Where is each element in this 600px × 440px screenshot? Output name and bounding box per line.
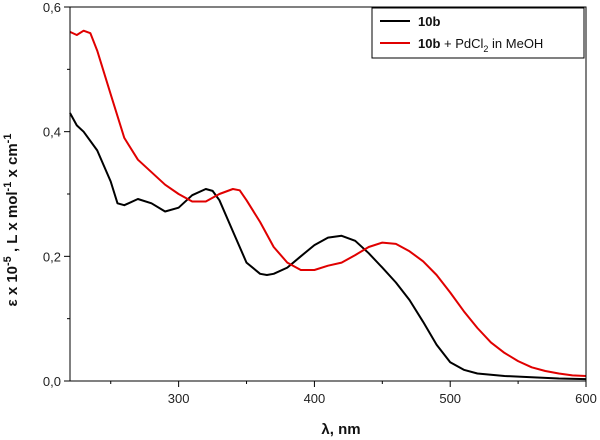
plot-frame xyxy=(69,6,587,382)
y-tick-label: 0,2 xyxy=(43,249,61,264)
legend: 10b 10b + PdCl2 in MeOH xyxy=(371,7,585,59)
legend-box xyxy=(371,7,585,59)
y-axis-title: ε x 10-5 , L x mol-1 x cm-1 xyxy=(2,134,21,307)
legend-label-10b-pdcl2: 10b + PdCl2 in MeOH xyxy=(418,36,543,54)
x-tick-label: 500 xyxy=(439,391,461,406)
series-line-10b xyxy=(69,112,587,381)
x-tick-label: 400 xyxy=(304,391,326,406)
x-tick-label: 600 xyxy=(575,391,597,406)
series-line-10b-pdcl2 xyxy=(69,29,587,377)
x-axis-title: λ, nm xyxy=(321,421,360,438)
x-tick-label: 300 xyxy=(168,391,190,406)
plot-marks xyxy=(69,29,587,381)
y-tick-label: 0,4 xyxy=(43,125,61,140)
axis-ticks: 300 400 500 600 0,0 0,2 0,4 0,6 xyxy=(43,0,597,406)
y-tick-label: 0,0 xyxy=(43,374,61,389)
legend-label-10b: 10b xyxy=(418,14,440,29)
y-tick-label: 0,6 xyxy=(43,0,61,15)
